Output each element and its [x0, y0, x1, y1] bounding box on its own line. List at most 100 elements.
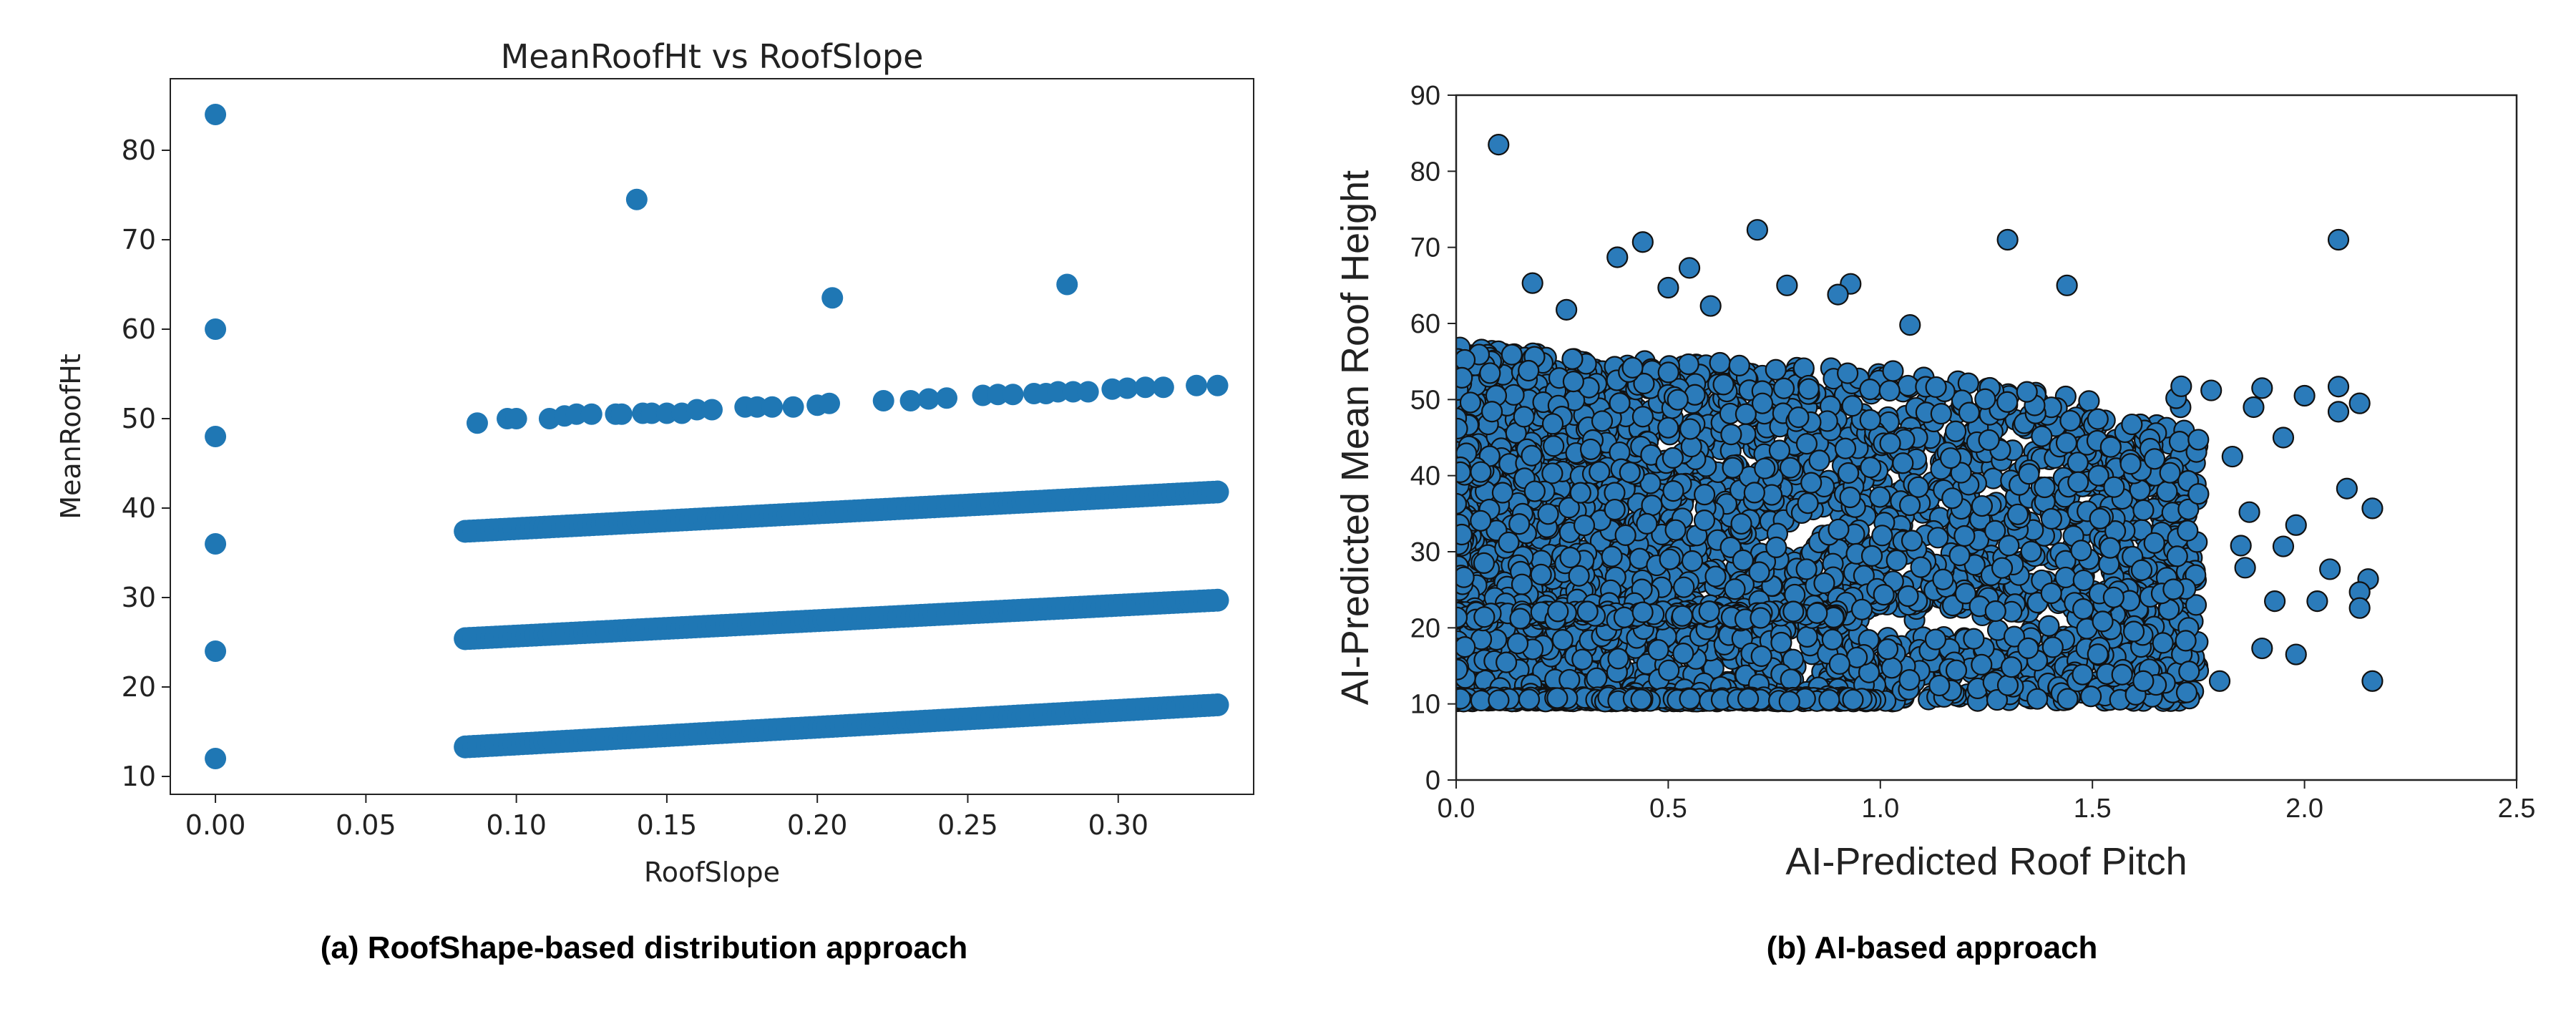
data-point [1925, 376, 1947, 399]
data-point [2361, 670, 2384, 692]
data-point [1521, 272, 1543, 294]
data-point [2272, 426, 2295, 449]
data-point [1630, 688, 1652, 711]
data-point [1765, 359, 1787, 381]
data-point [1551, 629, 1574, 651]
data-point [936, 387, 958, 409]
data-point [1488, 689, 1510, 711]
data-point [1778, 691, 1800, 713]
data-point [1821, 628, 1843, 650]
data-point [2336, 477, 2358, 499]
data-point [1621, 356, 1644, 379]
data-point [1456, 636, 1476, 658]
data-point [1910, 556, 1932, 578]
data-point [1530, 563, 1552, 586]
data-point [2016, 381, 2038, 403]
data-point [1586, 667, 1608, 689]
data-point [1546, 687, 1568, 709]
data-point [1636, 512, 1658, 535]
data-point [1459, 391, 1482, 414]
data-point [1077, 381, 1099, 403]
data-point [1996, 674, 2019, 696]
data-point [1679, 418, 1702, 440]
data-point [1488, 134, 1510, 156]
data-point [1901, 530, 1923, 552]
data-point [1558, 668, 1581, 691]
data-point [1712, 374, 1735, 396]
panel-roofshape-chart: MeanRoofHt vs RoofSlope 0.00 0.05 0.10 0.15 0… [55, 37, 1254, 965]
data-point [565, 403, 587, 425]
data-point [1568, 565, 1590, 587]
panel-ai-chart: 0.0 0.5 1.0 1.5 2.0 2.5 0 10 20 30 40 50 60 70 80 90 AI-… [1288, 0, 2576, 1009]
data-point [1776, 274, 1798, 296]
data-point [1746, 219, 1768, 241]
data-point [2020, 540, 2042, 562]
data-point [610, 403, 633, 425]
data-point [1787, 406, 1810, 429]
data-point [1754, 457, 1776, 479]
data-point [2017, 637, 2039, 659]
data-point [1735, 403, 1757, 425]
data-point [701, 399, 723, 421]
data-point [2348, 597, 2371, 619]
data-point [2166, 545, 2188, 567]
data-point [1479, 362, 1501, 384]
data-point [2040, 582, 2062, 605]
data-point [1456, 348, 1476, 371]
data-point [1456, 658, 1468, 681]
data-point [1860, 545, 1883, 567]
data-point [1768, 439, 1791, 462]
data-point [1513, 406, 1535, 428]
chart-a: MeanRoofHt vs RoofSlope 0.00 0.05 0.10 0.15 0… [55, 37, 1254, 888]
data-point [205, 426, 227, 447]
data-point [1664, 519, 1687, 541]
y-tick-label-a: 40 [122, 492, 156, 524]
data-point [819, 392, 841, 414]
data-point [2067, 471, 2089, 493]
data-point [2348, 392, 2371, 414]
data-point [1619, 461, 1641, 484]
data-point [2170, 375, 2192, 397]
data-point [1797, 492, 1819, 515]
data-point [2272, 535, 2295, 557]
data-point [2055, 432, 2078, 454]
data-point [1601, 545, 1623, 567]
data-point [2159, 462, 2181, 484]
data-point [1591, 410, 1614, 432]
data-point [2054, 566, 2077, 589]
data-point [2177, 498, 2200, 520]
data-point [1639, 472, 1662, 494]
x-tick-label-a: 0.25 [937, 809, 998, 841]
data-point [2221, 445, 2243, 468]
data-point [2234, 557, 2256, 579]
y-tick-label-b: 20 [1410, 613, 1440, 643]
data-point [1772, 377, 1795, 399]
data-point [917, 388, 940, 410]
data-point [1971, 653, 1993, 676]
data-point [1880, 657, 1903, 679]
data-point [2162, 578, 2185, 600]
y-tick-label-a: 50 [122, 403, 156, 434]
data-point [1941, 487, 1963, 510]
data-point [1813, 572, 1835, 595]
data-point [2040, 507, 2062, 530]
data-point [1569, 482, 1591, 504]
data-point [205, 533, 227, 555]
data-point [1882, 360, 1904, 382]
data-point [1673, 576, 1695, 598]
data-point [1871, 525, 1893, 547]
data-point [1978, 429, 2000, 452]
x-tick-label-a: 0.15 [637, 809, 698, 841]
data-point [1659, 548, 1681, 570]
data-point [1878, 379, 1901, 402]
data-point [1662, 480, 1684, 502]
data-point [1506, 633, 1529, 655]
data-point [1986, 688, 2009, 711]
x-axis-label-a: RoofSlope [644, 857, 780, 888]
data-point [1971, 494, 1993, 517]
data-point [1924, 628, 1947, 650]
data-point [2119, 453, 2142, 475]
data-point [1206, 588, 1229, 612]
data-point [1614, 524, 1636, 546]
data-point [1834, 437, 1857, 459]
